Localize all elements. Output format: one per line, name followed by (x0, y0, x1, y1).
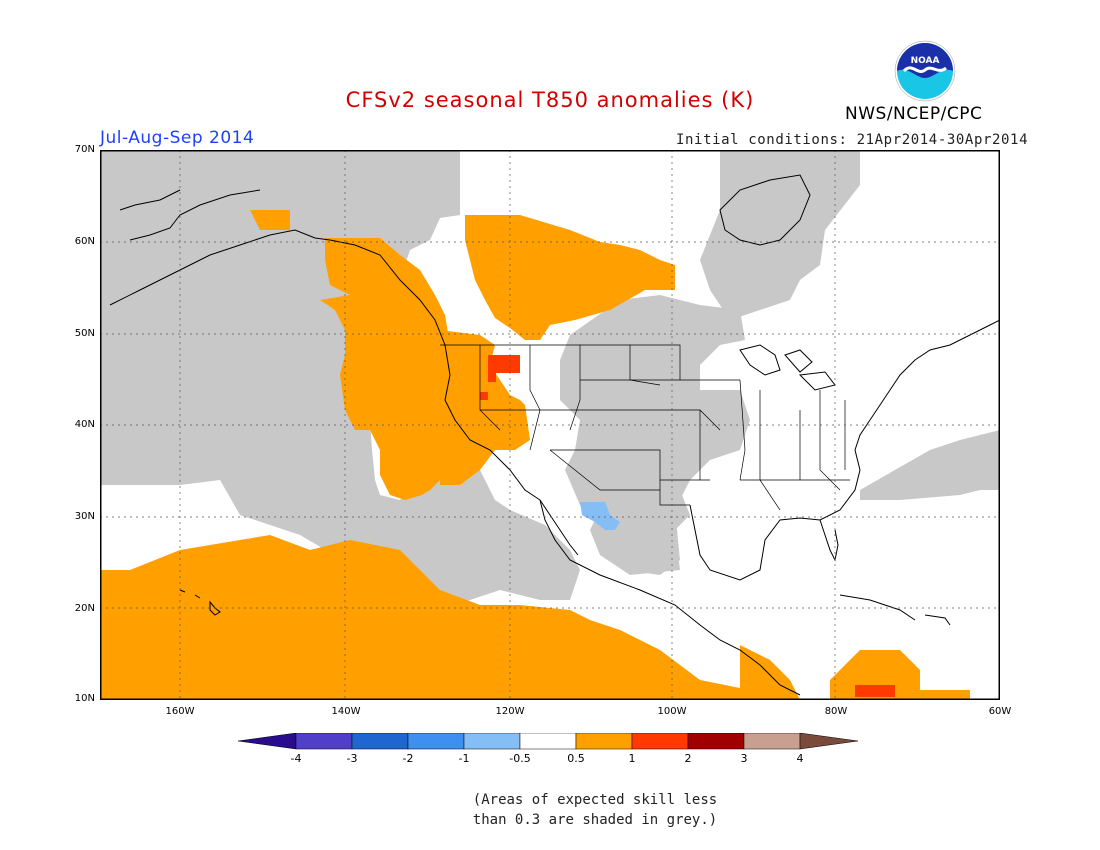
colorbar-bin-1 (295, 733, 353, 750)
lon-label-60w: 60W (988, 706, 1012, 717)
colorbar-label: 4 (796, 752, 804, 765)
svg-text:NOAA: NOAA (911, 56, 940, 66)
colorbar-bin-6 (575, 733, 633, 750)
colorbar-label: -4 (290, 752, 302, 765)
footnote-line-2: than 0.3 are shaded in grey.) (472, 812, 718, 828)
colorbar (238, 733, 859, 750)
agency-label: NWS/NCEP/CPC (845, 104, 983, 124)
colorbar-label: -0.5 (509, 752, 531, 765)
colorbar-label: 0.5 (567, 752, 585, 765)
colorbar-label: 1 (628, 752, 636, 765)
colorbar-label: -2 (402, 752, 414, 765)
colorbar-label: 2 (684, 752, 692, 765)
lon-label-120w: 120W (495, 706, 525, 717)
negative-anomaly-shading (580, 502, 620, 530)
colorbar-bin-3 (407, 733, 465, 750)
noaa-logo: NOAA (894, 40, 956, 102)
lat-label-10n: 10N (74, 693, 95, 704)
colorbar-label: -3 (346, 752, 358, 765)
graticule (100, 150, 1000, 700)
low-skill-shading (100, 150, 1000, 610)
coastlines (109, 174, 1000, 696)
colorbar-bin-4 (463, 733, 521, 750)
lat-label-40n: 40N (74, 419, 95, 430)
season-label: Jul-Aug-Sep 2014 (100, 128, 255, 148)
lat-label-50n: 50N (74, 328, 95, 339)
colorbar-bin-5 (519, 733, 577, 750)
colorbar-bin-2 (351, 733, 409, 750)
colorbar-label: -1 (458, 752, 470, 765)
colorbar-bin-7 (631, 733, 689, 750)
lon-label-160w: 160W (165, 706, 195, 717)
lon-label-100w: 100W (657, 706, 687, 717)
lat-label-20n: 20N (74, 603, 95, 614)
lat-label-30n: 30N (74, 511, 95, 522)
anomaly-map (100, 150, 1000, 700)
colorbar-bin-9 (743, 733, 801, 750)
footnote-line-1: (Areas of expected skill less (472, 792, 718, 808)
colorbar-arrow-left (238, 733, 297, 750)
positive-anomaly-shading (100, 210, 970, 700)
colorbar-arrow-right (799, 733, 859, 750)
state-borders (440, 344, 850, 511)
colorbar-label: 3 (740, 752, 748, 765)
colorbar-bin-8 (687, 733, 745, 750)
lon-label-140w: 140W (331, 706, 361, 717)
chart-title: CFSv2 seasonal T850 anomalies (K) (345, 88, 755, 112)
strong-positive-anomaly-shading (480, 355, 895, 697)
lon-label-80w: 80W (824, 706, 848, 717)
lat-label-60n: 60N (74, 236, 95, 247)
lat-label-70n: 70N (74, 144, 95, 155)
initial-conditions-label: Initial conditions: 21Apr2014-30Apr2014 (676, 132, 1029, 148)
